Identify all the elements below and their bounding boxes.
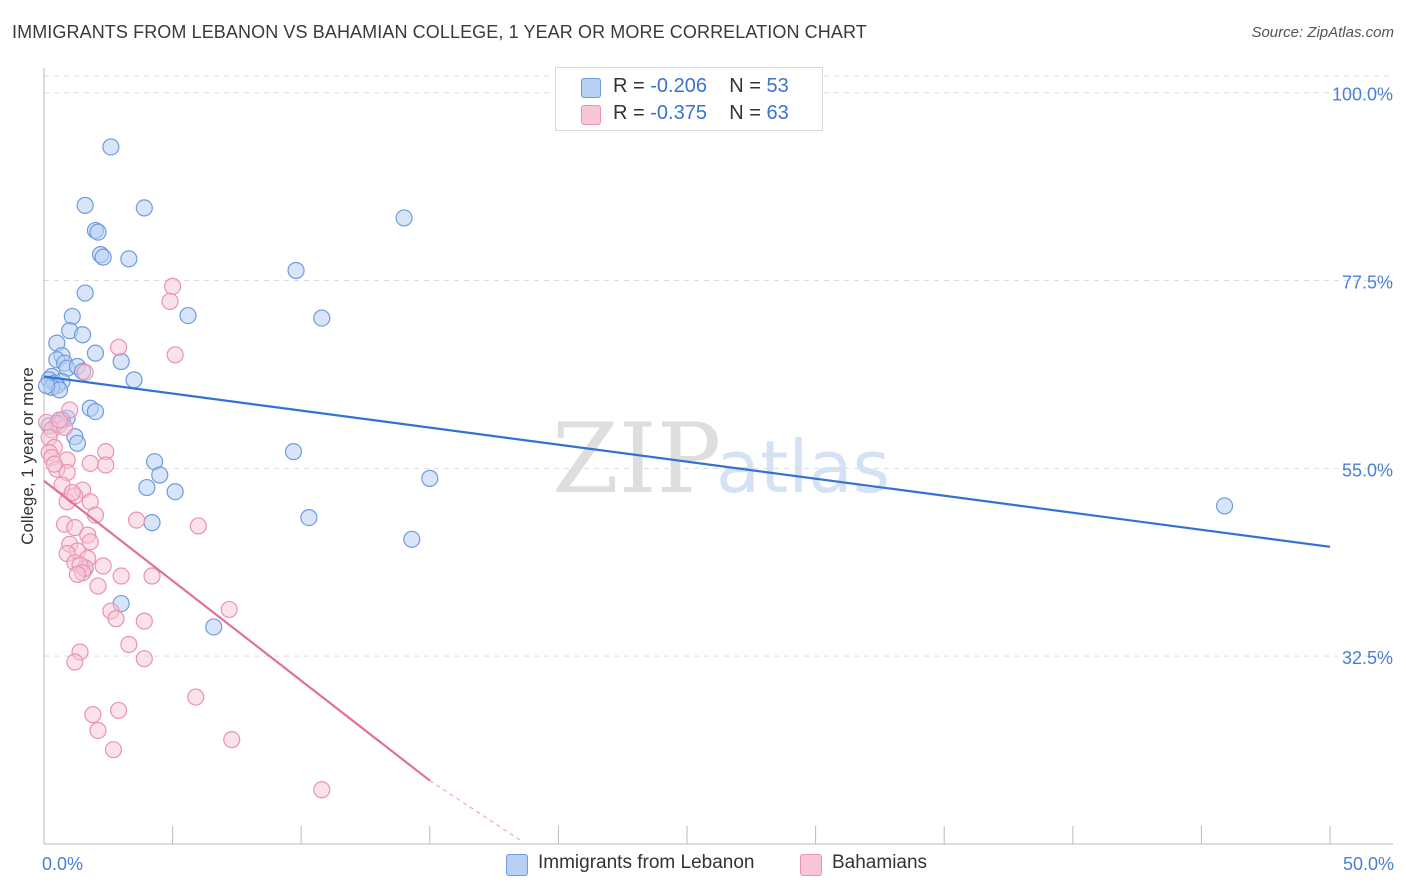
legend-r-value: -0.206 [650,75,707,97]
legend-r-label: R = [613,75,645,97]
legend-r-value: -0.375 [650,102,707,124]
point-bahamians [61,401,79,419]
point-bahamians [66,653,84,671]
series-swatch-bahamians [800,854,822,876]
legend-n-label: N = [729,102,761,124]
point-lebanon [143,514,161,532]
point-bahamians [81,454,99,472]
point-bahamians [89,577,107,595]
point-lebanon [76,284,94,302]
legend-swatch-bahamians [581,105,601,125]
point-bahamians [76,363,94,381]
y-tick-label: 32.5% [1342,648,1393,668]
point-lebanon [1215,497,1234,515]
point-lebanon [125,371,143,389]
point-bahamians [84,706,102,724]
point-bahamians [120,635,138,654]
point-bahamians [187,688,205,706]
point-bahamians [81,533,99,551]
point-lebanon [120,250,138,268]
point-bahamians [223,731,241,749]
series-lebanon-points [37,138,1234,636]
point-bahamians [313,781,331,799]
point-lebanon [300,508,318,527]
point-bahamians [220,600,238,619]
legend-r-label: R = [613,102,645,124]
x-tick-label: 50.0% [1343,854,1394,874]
y-tick-label: 55.0% [1342,460,1393,480]
point-bahamians [107,610,125,628]
point-lebanon [102,138,120,156]
point-bahamians [94,557,112,575]
point-bahamians [164,277,182,295]
point-lebanon [421,469,439,487]
chart-source: Source: ZipAtlas.com [1251,24,1394,41]
legend-n-label: N = [729,75,761,97]
point-lebanon [112,352,130,371]
legend-n-value: 63 [766,102,789,124]
point-lebanon [151,466,169,484]
series-label-lebanon: Immigrants from Lebanon [538,852,755,873]
point-bahamians [66,519,84,537]
point-lebanon [63,307,81,326]
gridlines [44,75,1393,657]
point-lebanon [395,209,413,227]
point-bahamians [97,456,115,474]
legend-swatch-lebanon [581,78,601,98]
point-lebanon [138,478,156,497]
point-bahamians [135,650,153,668]
x-axis-ticks: 0.0% 50.0% [42,854,1394,874]
point-lebanon [179,306,197,325]
point-bahamians [127,511,146,529]
point-bahamians [112,567,130,585]
point-bahamians [161,292,179,310]
point-lebanon [86,402,105,421]
point-bahamians [63,483,81,502]
point-lebanon [313,309,331,327]
point-lebanon [287,261,305,280]
point-bahamians [89,721,107,740]
series-swatch-lebanon [506,854,528,876]
point-lebanon [135,199,153,217]
point-bahamians [50,411,69,429]
point-lebanon [86,344,105,362]
trendline-bahamians-extension [429,780,521,841]
point-lebanon [76,196,94,214]
series-legend: Immigrants from Lebanon Bahamians [0,850,1406,880]
point-lebanon [37,377,56,395]
chart-title: IMMIGRANTS FROM LEBANON VS BAHAMIAN COLL… [12,22,867,42]
point-lebanon [94,248,112,266]
trendline-lebanon [43,375,1331,548]
point-lebanon [68,434,87,452]
y-tick-label: 100.0% [1332,85,1393,105]
y-tick-label: 77.5% [1342,273,1393,293]
correlation-legend: R = -0.206 N = 53 R = -0.375 N = 63 [555,67,823,131]
point-bahamians [45,455,63,473]
point-bahamians [189,517,207,535]
point-bahamians [109,338,128,356]
point-lebanon [205,618,223,636]
y-axis-ticks: 100.0% 77.5% 55.0% 32.5% [1332,85,1393,668]
x-tick-label: 0.0% [42,854,83,874]
watermark-atlas: atlas [716,425,890,509]
point-bahamians [104,741,123,759]
point-bahamians [166,346,184,364]
trendlines [43,375,1331,841]
trendline-bahamians [43,480,431,782]
series-bahamians-points [37,277,331,799]
point-lebanon [89,223,107,241]
watermark-zip: ZIP [552,403,721,515]
legend-n-value: 53 [766,75,789,97]
point-lebanon [73,326,92,344]
point-bahamians [109,701,128,720]
point-lebanon [166,483,184,501]
series-label-bahamians: Bahamians [832,852,928,873]
y-axis-title: College, 1 year or more [18,367,37,545]
point-bahamians [143,567,161,585]
point-bahamians [135,612,153,630]
point-bahamians [68,565,87,583]
point-lebanon [403,530,421,548]
point-lebanon [284,443,303,461]
